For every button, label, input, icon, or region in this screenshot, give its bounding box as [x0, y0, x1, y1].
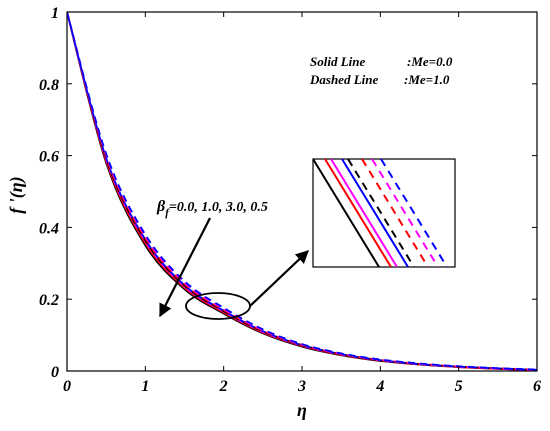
y-tick-label: 0.2	[39, 292, 59, 309]
legend-dashed-label: Dashed Line	[309, 72, 378, 87]
parameter-values: =0.0, 1.0, 3.0, 0.5	[169, 200, 268, 215]
parameter-annotation: βf=0.0, 1.0, 3.0, 0.5	[156, 198, 268, 219]
beta-subscript: f	[165, 207, 170, 219]
parameter-arrow	[159, 217, 211, 318]
y-tick-label: 0.6	[39, 149, 59, 166]
y-axis-label: f '(η)	[6, 176, 27, 213]
inset-line-dashed-5	[361, 159, 429, 267]
inset-line-solid-0	[313, 159, 380, 267]
x-axis: 0 1 2 3 4 5 6	[63, 12, 541, 395]
legend-solid-label: Solid Line	[310, 54, 365, 69]
inset-lines	[313, 159, 448, 267]
series-group	[67, 12, 537, 371]
legend-dashed-value: :Me=1.0	[404, 72, 450, 87]
y-axis: 0 0.2 0.4 0.6 0.8 1	[39, 5, 537, 381]
y-tick-label: 0.4	[39, 220, 59, 237]
x-tick-label: 4	[375, 378, 384, 395]
inset-line-dashed-7	[380, 159, 448, 267]
y-tick-label: 0.8	[39, 77, 59, 94]
plot-area	[66, 11, 538, 372]
legend: Solid Line :Me=0.0 Dashed Line :Me=1.0	[309, 54, 453, 87]
x-tick-label: 6	[533, 378, 541, 395]
x-axis-label: η	[297, 400, 307, 420]
x-tick-label: 0	[63, 378, 71, 395]
inset-line-solid-1	[324, 159, 392, 267]
legend-solid-value: :Me=0.0	[407, 54, 453, 69]
y-tick-label: 1	[51, 5, 59, 22]
inset-line-dashed-6	[371, 159, 439, 267]
x-tick-label: 3	[297, 378, 306, 395]
series-line-dashed-7	[67, 12, 537, 371]
inset-line-solid-2	[330, 159, 398, 267]
beta-symbol: β	[156, 198, 166, 215]
x-tick-label: 1	[141, 378, 149, 395]
y-tick-label: 0	[51, 364, 59, 381]
zoom-arrow	[249, 250, 309, 307]
inset-line-dashed-4	[347, 159, 415, 267]
x-tick-label: 2	[219, 378, 228, 395]
x-tick-label: 5	[455, 378, 463, 395]
inset-line-solid-3	[341, 159, 409, 267]
